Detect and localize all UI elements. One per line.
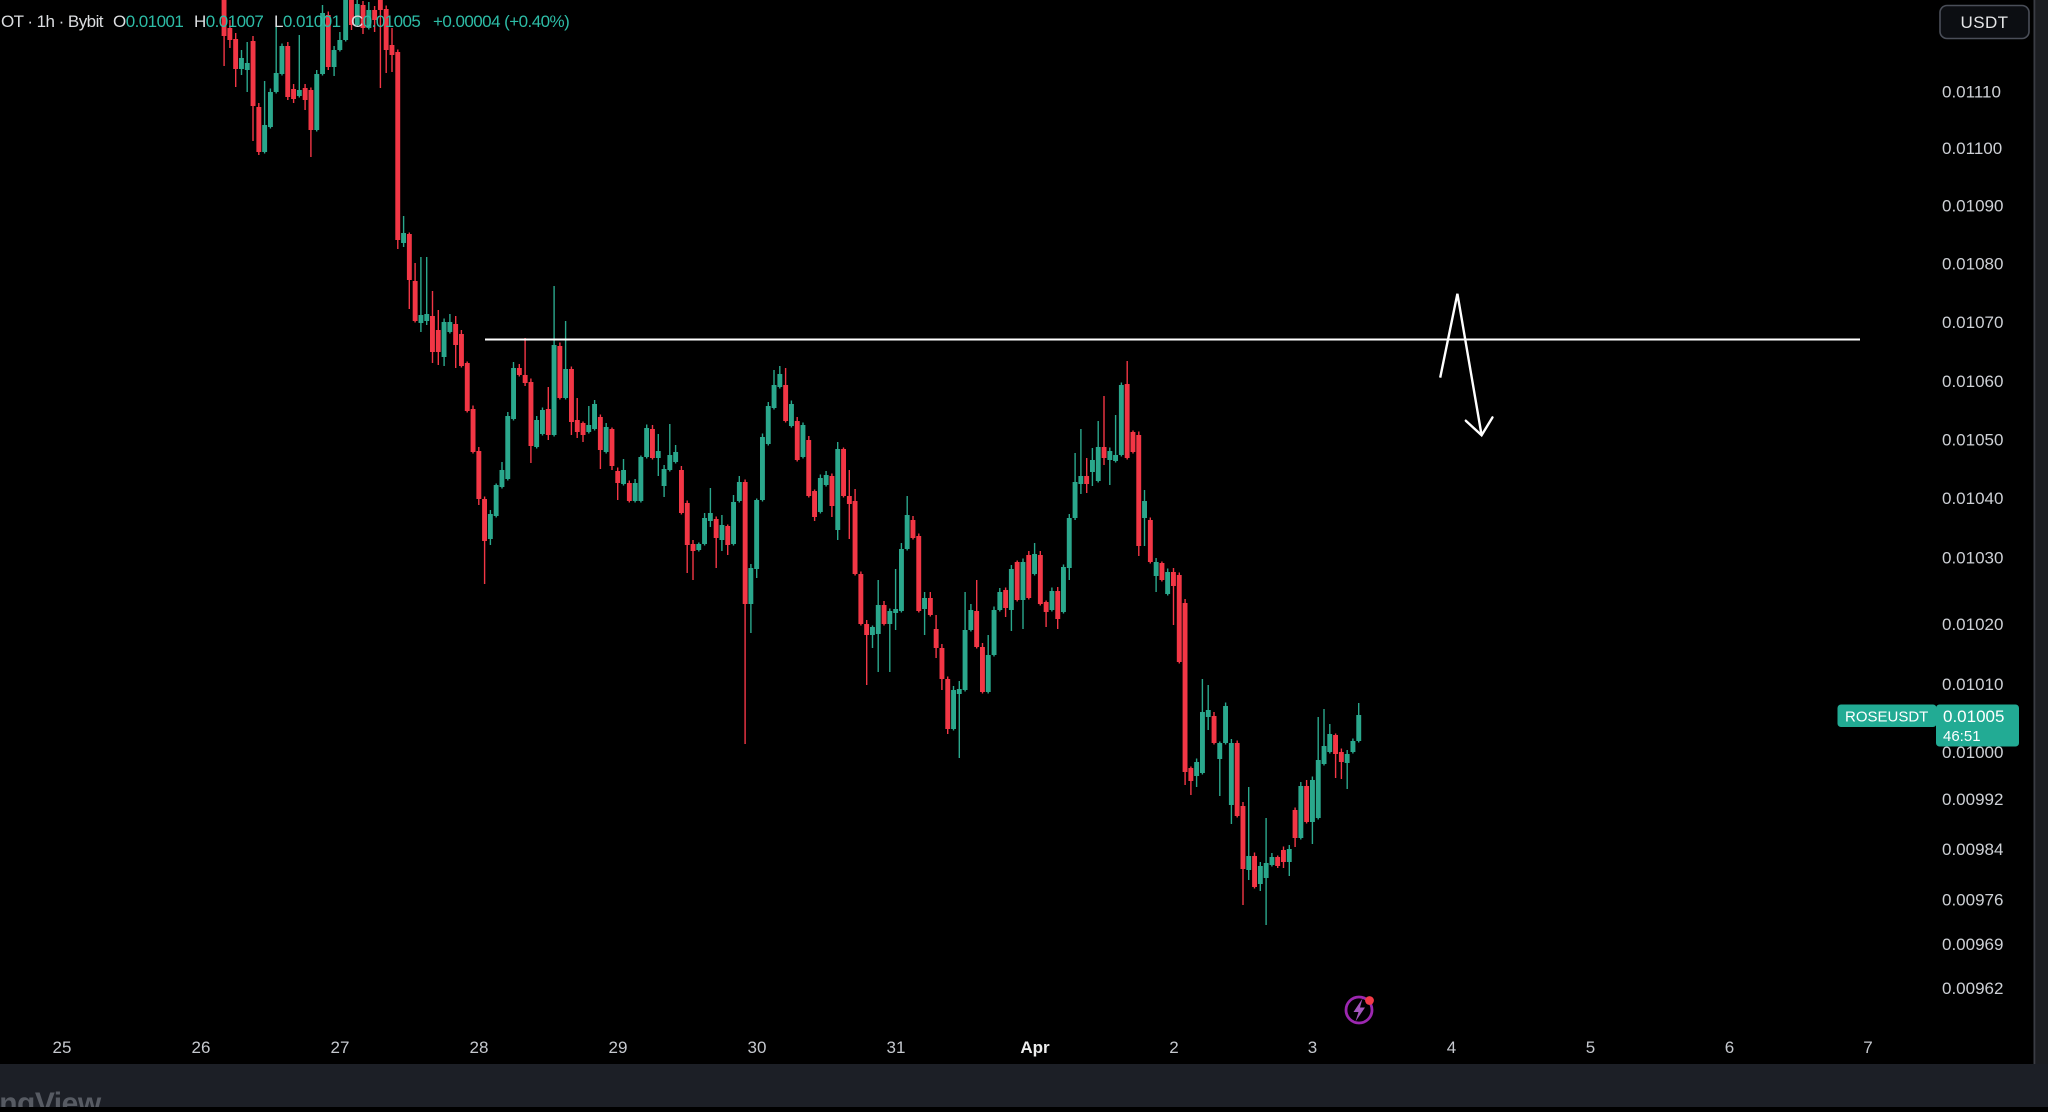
svg-text:ROSEUSDT: ROSEUSDT	[1845, 709, 1928, 726]
svg-text:0.01030: 0.01030	[1942, 549, 2003, 568]
svg-text:0.00962: 0.00962	[1942, 979, 2003, 998]
svg-text:0.01040: 0.01040	[1942, 489, 2003, 508]
svg-text:29: 29	[609, 1038, 628, 1057]
svg-text:4: 4	[1447, 1038, 1456, 1057]
svg-text:TradingView: TradingView	[0, 1087, 102, 1107]
svg-text:0.00984: 0.00984	[1942, 840, 2003, 859]
svg-text:O0.01001: O0.01001	[113, 12, 183, 31]
svg-text:5: 5	[1586, 1038, 1595, 1057]
svg-text:2: 2	[1169, 1038, 1178, 1057]
svg-text:L0.01001: L0.01001	[274, 12, 341, 31]
svg-text:0.01010: 0.01010	[1942, 675, 2003, 694]
svg-text:+0.00004 (+0.40%): +0.00004 (+0.40%)	[433, 12, 569, 31]
svg-text:Apr: Apr	[1020, 1038, 1050, 1057]
svg-text:OT · 1h · Bybit: OT · 1h · Bybit	[1, 12, 104, 31]
svg-text:28: 28	[470, 1038, 489, 1057]
svg-text:7: 7	[1863, 1038, 1872, 1057]
svg-text:25: 25	[53, 1038, 72, 1057]
svg-text:31: 31	[887, 1038, 906, 1057]
svg-text:0.01110: 0.01110	[1942, 83, 2001, 102]
svg-text:6: 6	[1725, 1038, 1734, 1057]
svg-text:3: 3	[1308, 1038, 1317, 1057]
svg-text:0.01005: 0.01005	[1943, 707, 2004, 726]
svg-text:0.01100: 0.01100	[1942, 139, 2002, 158]
svg-text:0.01070: 0.01070	[1942, 313, 2003, 332]
svg-text:0.01080: 0.01080	[1942, 255, 2003, 274]
svg-text:0.01090: 0.01090	[1942, 197, 2003, 216]
svg-text:27: 27	[331, 1038, 350, 1057]
svg-text:0.01050: 0.01050	[1942, 431, 2003, 450]
svg-text:0.00992: 0.00992	[1942, 790, 2003, 809]
svg-text:USDT: USDT	[1961, 13, 2009, 32]
svg-text:0.01000: 0.01000	[1942, 743, 2003, 762]
svg-text:C0.01005: C0.01005	[351, 12, 420, 31]
svg-text:30: 30	[748, 1038, 767, 1057]
svg-text:0.01020: 0.01020	[1942, 615, 2003, 634]
svg-text:46:51: 46:51	[1943, 728, 1981, 745]
svg-text:0.00976: 0.00976	[1942, 891, 2003, 910]
svg-text:H0.01007: H0.01007	[194, 12, 263, 31]
svg-text:0.01060: 0.01060	[1942, 372, 2003, 391]
svg-text:0.00969: 0.00969	[1942, 935, 2003, 954]
svg-text:26: 26	[192, 1038, 211, 1057]
